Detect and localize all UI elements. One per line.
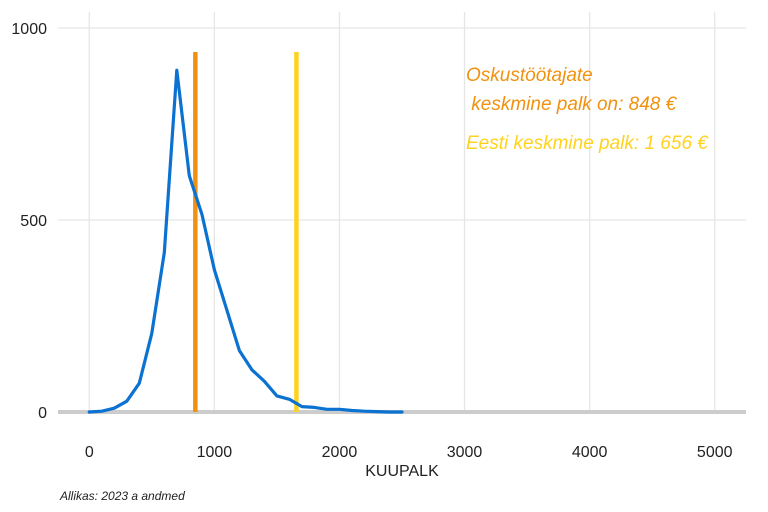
annotation-estonia: Eesti keskmine palk: 1 656 € xyxy=(466,133,709,154)
source-note: Allikas: 2023 a andmed xyxy=(60,489,185,503)
y-tick-label-1000: 1000 xyxy=(11,21,47,38)
x-tick-label-3000: 3000 xyxy=(447,444,483,461)
y-tick-label-500: 500 xyxy=(20,213,47,230)
x-tick-label-4000: 4000 xyxy=(572,444,608,461)
y-tick-label-0: 0 xyxy=(38,405,47,422)
annotation-occupation-line-2: keskmine palk on: 848 € xyxy=(466,94,678,115)
x-tick-label-1000: 1000 xyxy=(197,444,233,461)
x-tick-label-2000: 2000 xyxy=(322,444,358,461)
x-tick-label-0: 0 xyxy=(85,444,94,461)
x-tick-label-5000: 5000 xyxy=(697,444,733,461)
annotation-occupation-line-1: Oskustöötajate xyxy=(466,65,593,86)
x-axis-title: KUUPALK xyxy=(365,463,439,480)
series-line xyxy=(87,68,404,414)
